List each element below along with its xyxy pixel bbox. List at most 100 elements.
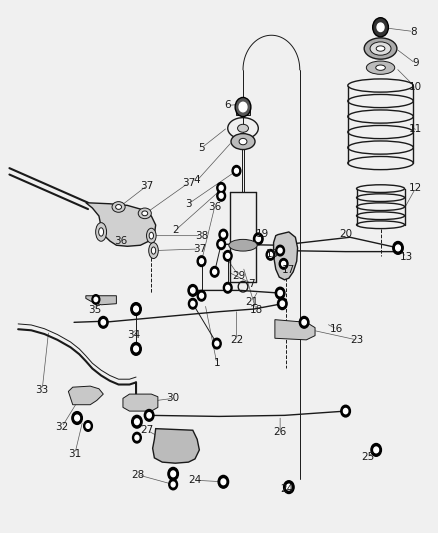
Polygon shape [275,320,315,340]
Text: 33: 33 [35,385,49,395]
Circle shape [132,415,142,428]
Ellipse shape [237,124,248,132]
Ellipse shape [95,223,106,241]
Circle shape [131,343,141,356]
Text: 15: 15 [265,249,279,259]
Circle shape [373,18,389,37]
Text: 27: 27 [140,425,154,435]
Circle shape [188,298,197,309]
Circle shape [86,424,90,429]
Text: 18: 18 [250,305,263,315]
Text: 8: 8 [410,27,417,37]
Text: 4: 4 [194,175,201,185]
Circle shape [374,447,378,453]
Ellipse shape [142,211,148,216]
Text: 17: 17 [282,265,296,275]
Circle shape [197,290,206,301]
Text: 29: 29 [232,271,245,280]
Polygon shape [68,386,103,405]
Text: 24: 24 [280,484,293,494]
Circle shape [299,317,309,328]
Text: 36: 36 [208,202,221,212]
Polygon shape [86,203,155,246]
Circle shape [234,168,238,173]
Circle shape [393,241,403,254]
Circle shape [235,98,251,117]
Text: 9: 9 [412,59,419,68]
Ellipse shape [231,134,255,150]
Text: 37: 37 [182,178,195,188]
Circle shape [268,253,272,257]
Circle shape [168,467,178,480]
Ellipse shape [376,65,385,70]
Circle shape [223,251,232,261]
Circle shape [169,479,177,490]
Text: 36: 36 [114,236,127,246]
Ellipse shape [149,243,158,259]
Circle shape [219,242,223,247]
Text: 37: 37 [140,181,154,191]
Text: 26: 26 [273,427,287,438]
Circle shape [221,232,225,237]
Circle shape [219,185,223,190]
Circle shape [280,301,284,306]
Text: 13: 13 [400,252,413,262]
Ellipse shape [229,239,257,251]
Circle shape [254,233,263,245]
Circle shape [266,249,275,260]
Circle shape [99,317,108,328]
Circle shape [145,409,154,421]
Circle shape [84,421,92,431]
Circle shape [171,482,175,487]
Circle shape [278,248,282,253]
Text: 19: 19 [256,229,269,239]
Text: 11: 11 [409,124,422,134]
Text: 20: 20 [339,229,352,239]
Circle shape [343,408,348,414]
Circle shape [134,306,138,312]
Circle shape [279,259,288,269]
Circle shape [239,102,247,112]
Text: 28: 28 [131,470,145,480]
Circle shape [341,405,350,417]
Polygon shape [152,429,199,463]
Circle shape [191,288,195,293]
Circle shape [276,245,285,256]
Text: 32: 32 [55,422,68,432]
Circle shape [210,266,219,277]
Circle shape [232,165,241,176]
Text: 6: 6 [224,100,231,110]
Circle shape [219,193,223,198]
Circle shape [377,23,384,31]
Circle shape [200,293,204,298]
Circle shape [215,341,219,346]
Circle shape [276,287,285,299]
Circle shape [213,269,217,274]
Circle shape [226,285,230,290]
Circle shape [75,415,79,421]
Ellipse shape [366,61,395,74]
Circle shape [278,290,282,296]
Circle shape [131,303,141,316]
Text: 16: 16 [330,324,343,334]
Ellipse shape [116,205,121,209]
Circle shape [286,484,291,490]
Text: 34: 34 [127,329,141,340]
Circle shape [219,229,228,240]
Circle shape [223,282,232,293]
Circle shape [135,435,139,440]
Text: 7: 7 [248,279,255,288]
Circle shape [217,190,226,201]
Circle shape [256,236,261,241]
Circle shape [278,298,287,310]
Circle shape [218,475,229,488]
Circle shape [134,346,138,352]
Text: 10: 10 [409,82,422,92]
Circle shape [134,419,139,425]
Text: 12: 12 [409,183,422,193]
Ellipse shape [99,228,103,236]
Circle shape [72,411,82,424]
Circle shape [371,443,381,456]
Polygon shape [123,394,158,411]
Text: 22: 22 [230,335,243,345]
